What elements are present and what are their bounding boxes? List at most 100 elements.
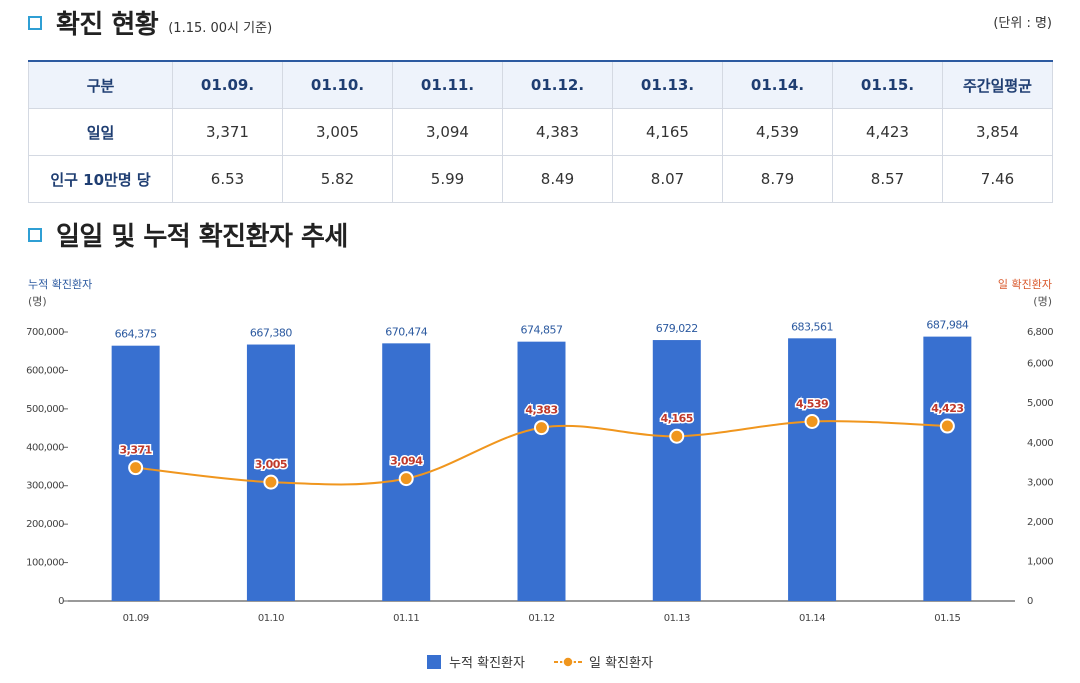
table-header-cell: 01.12.: [502, 60, 613, 109]
right-tick-label: 3,000: [1027, 477, 1053, 488]
table-row: 일일 3,371 3,005 3,094 4,383 4,165 4,539 4…: [28, 108, 1053, 156]
table-header-cell: 01.09.: [172, 60, 283, 109]
line-data-label: 4,383: [525, 404, 557, 417]
table-header-cell: 01.11.: [392, 60, 503, 109]
line-data-label: 4,165: [661, 412, 693, 425]
chart-legend: 누적 확진환자 일 확진환자: [0, 652, 1080, 671]
right-axis-unit: (명): [1033, 295, 1052, 308]
left-tick-label: 400,000: [26, 442, 64, 453]
left-tick-label: 200,000: [26, 519, 64, 530]
table-header-cell: 01.10.: [282, 60, 393, 109]
left-tick-label: 500,000: [26, 404, 64, 415]
line-series: 3,371 3,005 3,094 4,383 4,165 4,539 4,423: [118, 396, 966, 490]
line-data-label: 3,371: [119, 444, 151, 457]
line-point: [263, 474, 279, 490]
bar: [652, 340, 701, 601]
trend-section-title: 일일 및 누적 확진환자 추세: [28, 216, 348, 253]
left-tick-label: 100,000: [26, 558, 64, 569]
line-data-label: 4,539: [796, 397, 828, 410]
table-cell: 4,423: [832, 108, 943, 156]
table-cell: 3,854: [942, 108, 1053, 156]
left-tick-label: 300,000: [26, 481, 64, 492]
left-tick-label: 700,000: [26, 327, 64, 338]
bar-data-label: 670,474: [385, 325, 427, 338]
table-cell: 8.49: [502, 155, 613, 203]
left-tick-label: 600,000: [26, 365, 64, 376]
bar-series: 664,375 667,380 670,474 674,857 679,022 683,5…: [111, 319, 972, 601]
legend-label: 누적 확진환자: [449, 656, 525, 671]
legend-bar-swatch: [427, 654, 442, 669]
x-tick-label: 01.09: [123, 613, 149, 624]
square-bullet-icon: [28, 227, 42, 242]
right-tick-label: 1,000: [1027, 556, 1053, 567]
x-tick-label: 01.15: [934, 613, 960, 624]
table-header-row: 구분 01.09. 01.10. 01.11. 01.12. 01.13. 01…: [28, 60, 1053, 109]
status-table: 구분 01.09. 01.10. 01.11. 01.12. 01.13. 01…: [28, 60, 1053, 203]
line-data-label: 3,005: [255, 458, 287, 471]
row-label: 인구 10만명 당: [28, 155, 173, 203]
line-point: [939, 418, 955, 434]
left-tick-label: 0: [58, 596, 64, 607]
bar-data-label: 687,984: [926, 319, 968, 332]
bar-data-label: 664,375: [115, 328, 157, 341]
table-header-cell: 주간일평균: [942, 60, 1053, 109]
table-row: 인구 10만명 당 6.53 5.82 5.99 8.49 8.07 8.79 …: [28, 155, 1053, 203]
right-tick-label: 0: [1027, 596, 1033, 607]
unit-label: (단위 : 명): [993, 16, 1052, 31]
left-axis-title: 누적 확진환자: [28, 278, 92, 291]
right-tick-label: 2,000: [1027, 517, 1053, 528]
table-cell: 3,371: [172, 108, 283, 156]
bar: [517, 341, 566, 601]
status-section-title: 확진 현황 (1.15. 00시 기준): [28, 4, 272, 41]
bar: [923, 336, 972, 601]
trend-title: 일일 및 누적 확진환자 추세: [56, 222, 348, 252]
x-tick-label: 01.10: [258, 613, 284, 624]
right-tick-label: 4,000: [1027, 438, 1053, 449]
right-axis-title: 일 확진환자: [998, 277, 1052, 291]
bar-data-label: 674,857: [521, 324, 563, 337]
table-cell: 4,165: [612, 108, 723, 156]
square-bullet-icon: [28, 15, 42, 30]
table-cell: 5.82: [282, 155, 393, 203]
chart-axes: 0 100,000 200,000 300,000 400,000 500,000 600,…: [26, 327, 1054, 624]
table-cell: 5.99: [392, 155, 503, 203]
x-tick-label: 01.14: [799, 613, 825, 624]
table-header-cell: 01.15.: [832, 60, 943, 109]
line-point: [128, 460, 144, 476]
trend-chart: 누적 확진환자 (명) 일 확진환자 (명) 0 100,000 200,000 30…: [26, 277, 1054, 624]
table-cell: 3,005: [282, 108, 393, 156]
bar-data-label: 667,380: [250, 327, 292, 340]
bar: [788, 338, 837, 601]
table-cell: 7.46: [942, 155, 1053, 203]
table-header-cell: 01.13.: [612, 60, 723, 109]
x-tick-label: 01.13: [664, 613, 690, 624]
legend-item-daily: 일 확진환자: [553, 652, 653, 671]
legend-item-cumulative: 누적 확진환자: [427, 652, 525, 671]
right-tick-label: 6,000: [1027, 359, 1053, 370]
table-cell: 4,539: [722, 108, 833, 156]
x-tick-label: 01.12: [528, 613, 554, 624]
table-cell: 8.79: [722, 155, 833, 203]
right-tick-label: 6,800: [1027, 327, 1053, 338]
line-data-label: 4,423: [931, 402, 963, 415]
table-cell: 8.57: [832, 155, 943, 203]
row-label: 일일: [28, 108, 173, 156]
bar-data-label: 683,561: [791, 320, 833, 333]
line-point: [669, 428, 685, 444]
left-axis-unit: (명): [28, 295, 47, 308]
line-point: [398, 471, 414, 487]
legend-label: 일 확진환자: [588, 656, 653, 671]
table-cell: 3,094: [392, 108, 503, 156]
line-data-label: 3,094: [390, 455, 423, 468]
line-point: [534, 420, 549, 436]
legend-line-swatch: [553, 655, 582, 668]
table-cell: 6.53: [172, 155, 283, 203]
status-title: 확진 현황: [56, 10, 159, 40]
table-cell: 8.07: [612, 155, 723, 203]
bar-data-label: 679,022: [656, 322, 698, 335]
bar: [246, 344, 295, 601]
line-point: [804, 413, 820, 429]
table-header-cell: 01.14.: [722, 60, 833, 109]
table-cell: 4,383: [502, 108, 613, 156]
table-header-cell: 구분: [28, 60, 173, 109]
